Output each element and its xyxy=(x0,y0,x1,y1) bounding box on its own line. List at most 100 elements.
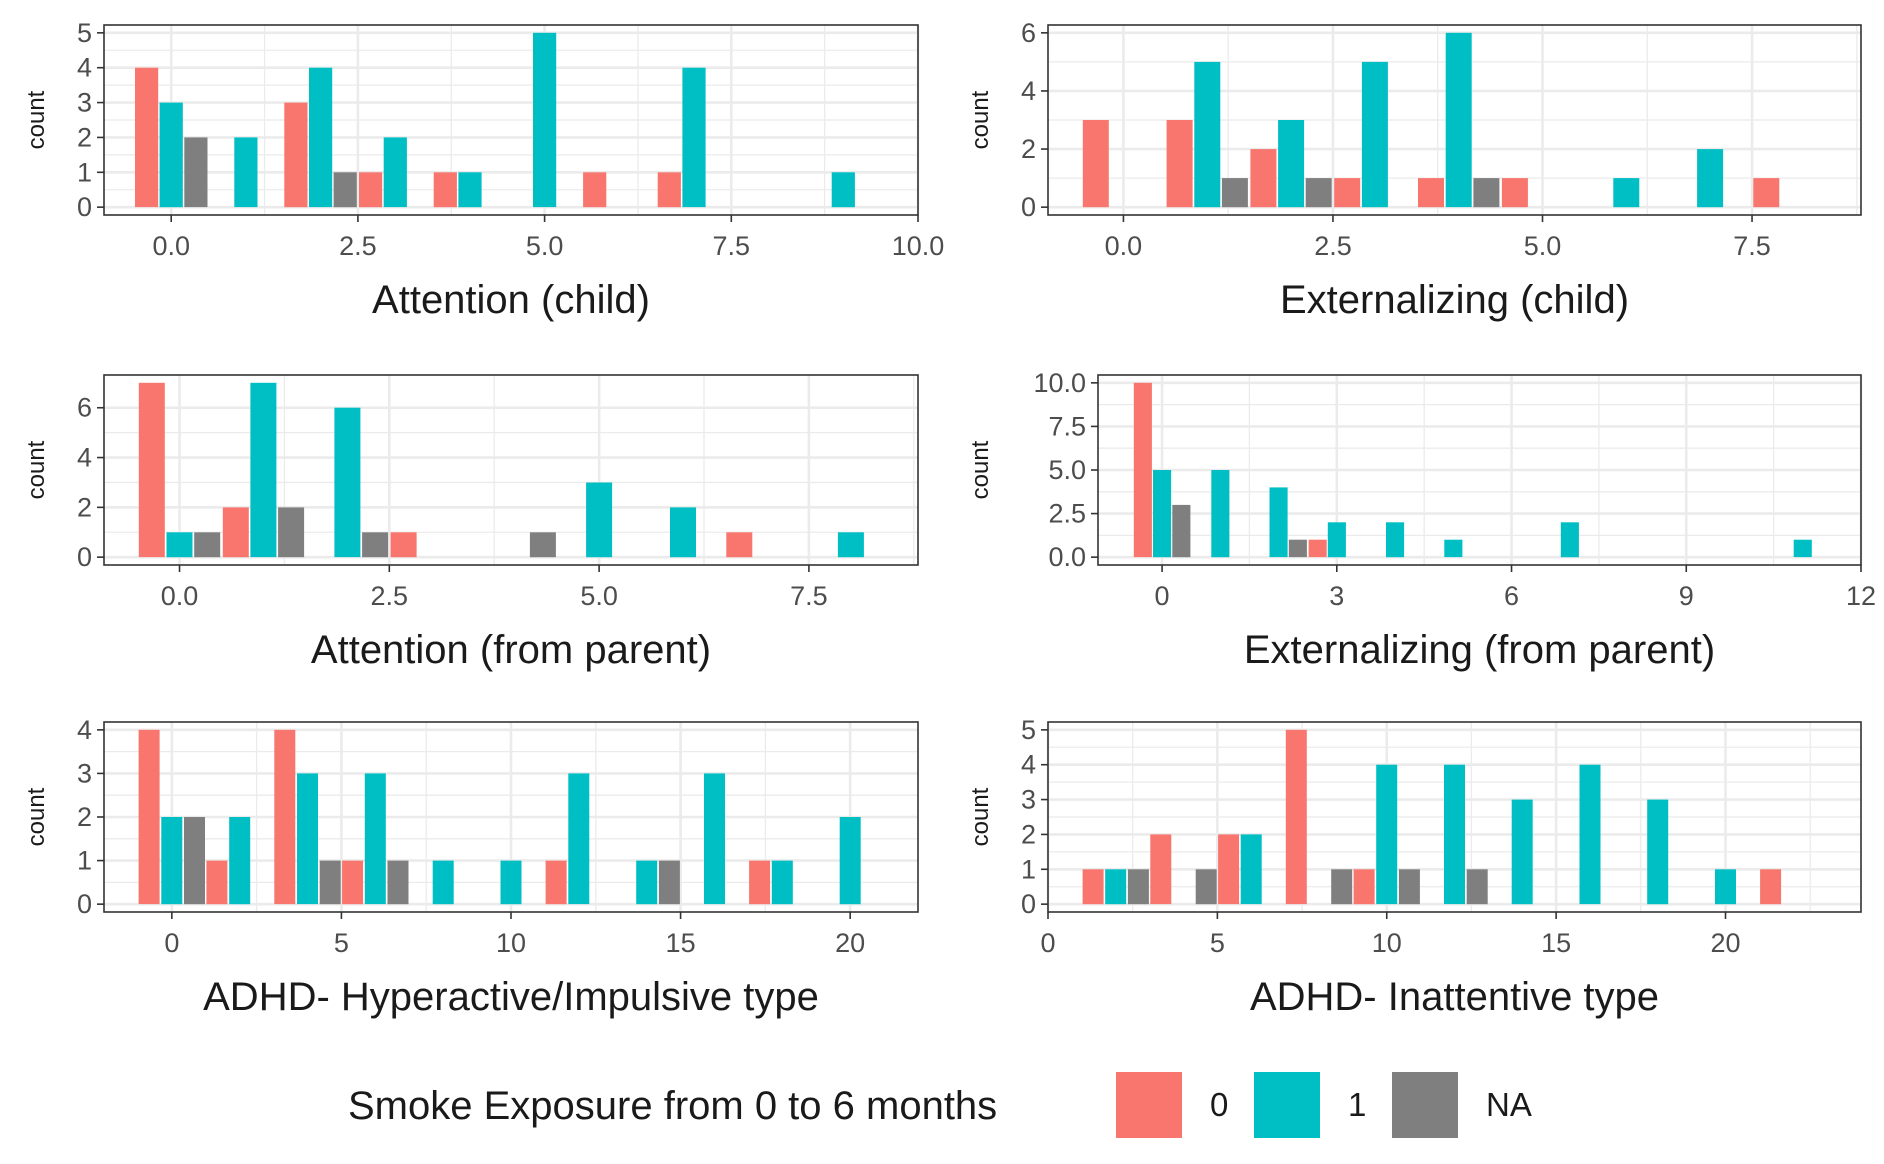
bar-1 xyxy=(161,817,183,905)
bar-1 xyxy=(1647,799,1669,905)
bar-1 xyxy=(1444,539,1463,558)
x-tick-label: 15 xyxy=(666,928,696,958)
panel-4: 0.0 2.5 5.0 7.5 10.0 0 3 6 9 12 count Externalizing… xyxy=(967,368,1876,672)
bar-0 xyxy=(1308,539,1327,558)
y-tick-label: 1 xyxy=(1021,854,1036,884)
y-tick-label: 3 xyxy=(77,88,92,118)
y-tick-label: 2 xyxy=(77,492,92,522)
x-tick-label: 9 xyxy=(1679,581,1694,611)
y-tick-label: 5 xyxy=(77,18,92,48)
bar-1 xyxy=(1327,522,1346,558)
bar-1 xyxy=(1240,834,1262,905)
y-tick-label: 5.0 xyxy=(1048,455,1086,485)
bar-na xyxy=(362,532,389,558)
x-tick-label: 20 xyxy=(835,928,865,958)
bar-na xyxy=(278,507,305,558)
bar-0 xyxy=(1150,834,1172,905)
y-tick-label: 4 xyxy=(77,53,92,83)
x-tick-label: 7.5 xyxy=(713,231,751,261)
bar-1 xyxy=(1445,32,1472,208)
bar-0 xyxy=(284,102,308,208)
bar-1 xyxy=(383,137,407,208)
x-axis-title: Externalizing (child) xyxy=(1280,278,1629,322)
bar-1 xyxy=(250,382,277,558)
bar-1 xyxy=(159,102,183,208)
bar-1 xyxy=(1376,764,1398,905)
y-axis-title: count xyxy=(967,440,994,499)
x-tick-label: 12 xyxy=(1846,581,1876,611)
bar-0 xyxy=(274,729,296,905)
bar-0 xyxy=(1753,178,1780,208)
panel-3: 0 2 4 6 0.0 2.5 5.0 7.5 count Attention (from par… xyxy=(23,374,919,672)
bar-1 xyxy=(1269,487,1288,558)
bar-1 xyxy=(1211,470,1230,558)
panel-2: 0 2 4 6 0.0 2.5 5.0 7.5 count Externalizing (chil… xyxy=(967,18,1862,322)
bar-na xyxy=(1221,178,1248,208)
y-tick-label: 6 xyxy=(77,393,92,423)
bar-0 xyxy=(222,507,249,558)
x-tick-label: 10 xyxy=(1372,928,1402,958)
bar-0 xyxy=(1353,869,1375,905)
x-tick-label: 20 xyxy=(1710,928,1740,958)
bar-1 xyxy=(1613,178,1640,208)
x-tick-label: 10.0 xyxy=(892,231,945,261)
panel-1: 0 1 2 3 4 5 0.0 2.5 5.0 7.5 10.0 count Attention (ch… xyxy=(23,18,944,322)
bar-na xyxy=(184,137,208,208)
bar-1 xyxy=(234,137,258,208)
panel-border xyxy=(1047,721,1862,913)
bar-0 xyxy=(138,729,160,905)
bar-1 xyxy=(1194,61,1221,208)
y-axis-title: count xyxy=(967,787,994,846)
bar-1 xyxy=(1361,61,1388,208)
bar-1 xyxy=(831,172,855,208)
bar-1 xyxy=(670,507,696,558)
legend-key-1 xyxy=(1254,1072,1320,1138)
bar-1 xyxy=(364,773,386,905)
bar-na xyxy=(529,532,556,558)
x-axis-title: ADHD- Hyperactive/Impulsive type xyxy=(203,975,819,1019)
bar-1 xyxy=(297,773,318,905)
bar-0 xyxy=(206,860,228,905)
panel-border xyxy=(103,374,919,566)
legend-label-0: 0 xyxy=(1210,1086,1229,1123)
y-tick-label: 0 xyxy=(77,889,92,919)
panel-5: 0 1 2 3 4 0 5 10 15 20 count ADHD- Hyperactive/Impu… xyxy=(23,715,919,1019)
bar-1 xyxy=(1153,470,1172,558)
bar-na xyxy=(184,817,205,905)
x-tick-label: 2.5 xyxy=(371,581,409,611)
y-axis-title: count xyxy=(23,787,50,846)
y-tick-label: 0 xyxy=(77,542,92,572)
bar-0 xyxy=(1760,869,1782,905)
bar-1 xyxy=(1715,869,1736,905)
y-tick-label: 4 xyxy=(77,715,92,745)
bar-na xyxy=(1466,869,1488,905)
y-tick-label: 0 xyxy=(1021,192,1036,222)
bar-0 xyxy=(138,382,165,558)
bar-1 xyxy=(682,67,706,208)
bar-na xyxy=(194,532,221,558)
y-axis-title: count xyxy=(23,90,50,149)
bar-0 xyxy=(1166,120,1193,208)
x-tick-label: 5.0 xyxy=(526,231,564,261)
bar-na xyxy=(1195,869,1217,905)
y-tick-label: 0 xyxy=(77,192,92,222)
bar-1 xyxy=(1511,799,1533,905)
bar-1 xyxy=(1579,764,1601,905)
bar-1 xyxy=(704,773,725,905)
x-tick-label: 0.0 xyxy=(161,581,199,611)
legend-label-1: 1 xyxy=(1348,1086,1367,1123)
x-tick-label: 5 xyxy=(1210,928,1225,958)
bar-1 xyxy=(533,32,557,208)
x-tick-label: 2.5 xyxy=(1314,231,1352,261)
bar-1 xyxy=(334,407,361,558)
y-tick-label: 2 xyxy=(1021,134,1036,164)
bar-1 xyxy=(568,773,590,905)
bar-1 xyxy=(1105,869,1127,905)
bar-0 xyxy=(583,172,607,208)
bar-0 xyxy=(1501,178,1528,208)
bar-0 xyxy=(726,532,753,558)
bar-0 xyxy=(1218,834,1240,905)
bar-na xyxy=(658,860,680,905)
bar-0 xyxy=(1250,149,1277,208)
bar-na xyxy=(1172,504,1191,558)
